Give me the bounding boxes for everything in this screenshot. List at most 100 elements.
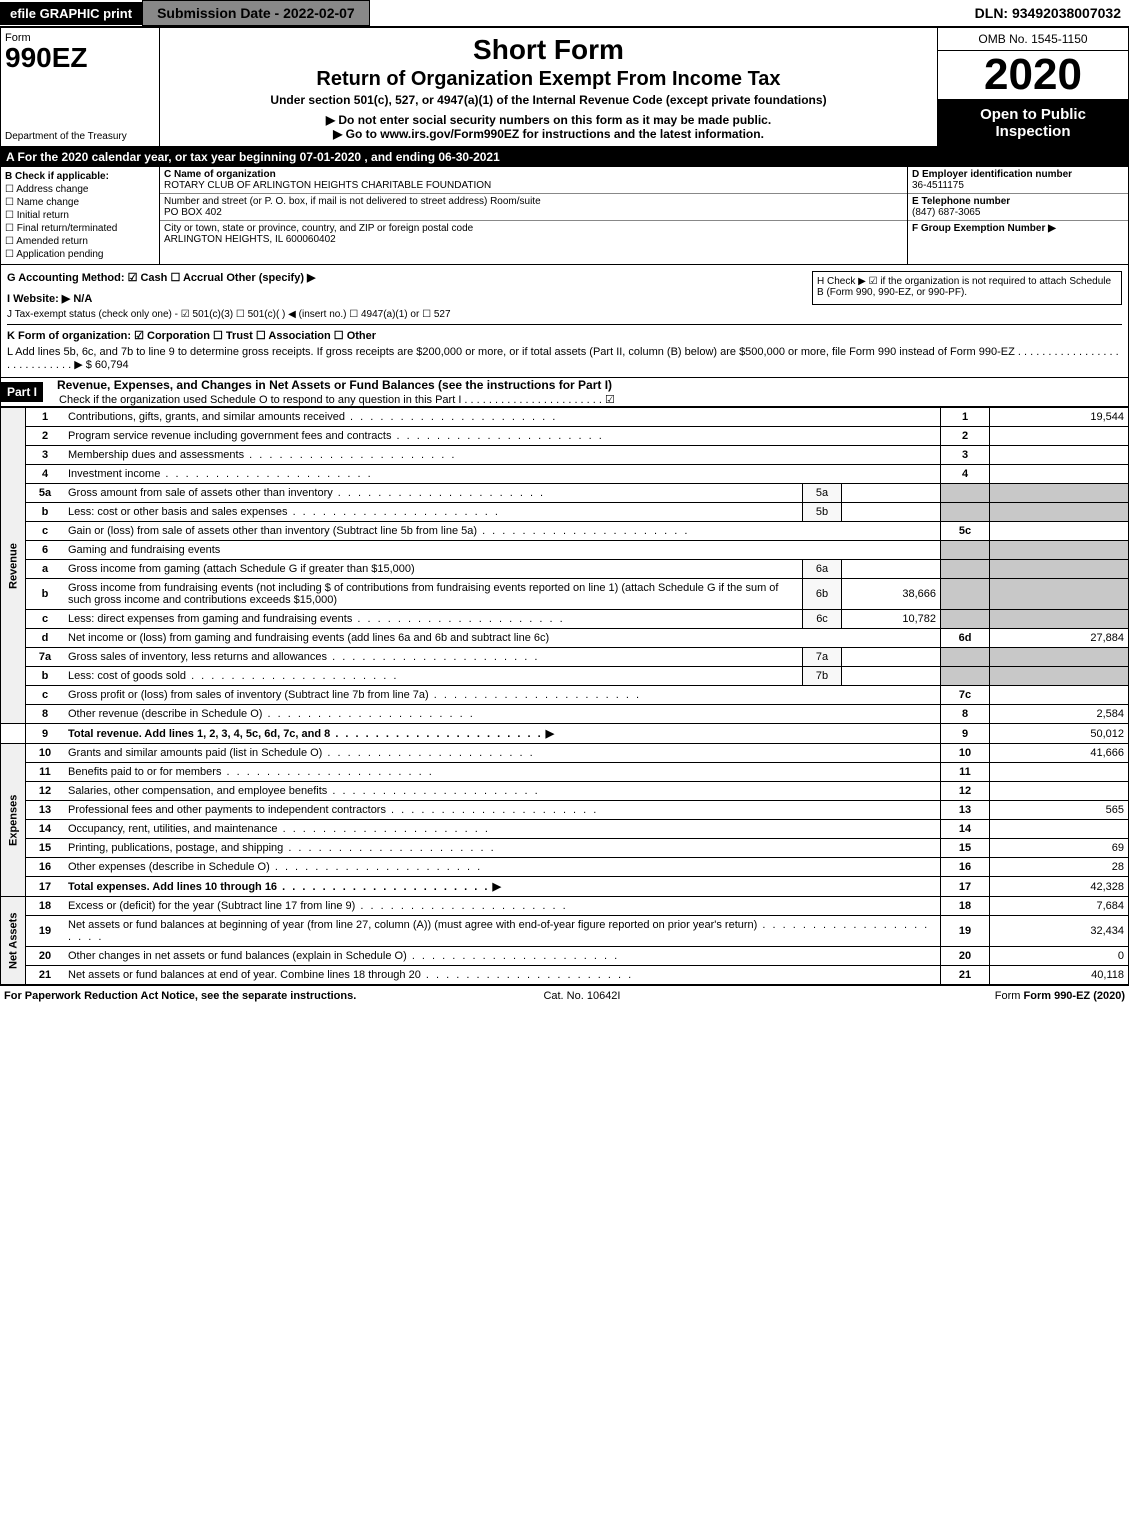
box-17: 17 [941,877,990,897]
box-d: D Employer identification number 36-4511… [907,167,1128,264]
desc-12: Salaries, other compensation, and employ… [68,785,327,797]
line-l: L Add lines 5b, 6c, and 7b to line 9 to … [7,346,1122,371]
ssn-warning: ▶ Do not enter social security numbers o… [168,113,929,127]
top-bar: efile GRAPHIC print Submission Date - 20… [0,0,1129,27]
box-20: 20 [941,947,990,966]
box-6d: 6d [941,629,990,648]
desc-3: Membership dues and assessments [68,449,244,461]
val-9: 50,012 [990,724,1129,744]
check-final-return[interactable]: ☐ Final return/terminated [5,223,155,234]
part-1-check: Check if the organization used Schedule … [51,394,615,406]
box-2: 2 [941,427,990,446]
val-17: 42,328 [990,877,1129,897]
box-8: 8 [941,705,990,724]
part-1-label: Part I [1,382,43,402]
val-8: 2,584 [990,705,1129,724]
box-5c: 5c [941,522,990,541]
org-city: ARLINGTON HEIGHTS, IL 600060402 [164,234,336,245]
box-16: 16 [941,858,990,877]
subval-5a [842,484,941,503]
val-13: 565 [990,801,1129,820]
form-number: 990EZ [5,44,155,72]
check-initial-return[interactable]: ☐ Initial return [5,210,155,221]
side-revenue: Revenue [1,408,26,724]
subval-7a [842,648,941,667]
group-exemption-label: F Group Exemption Number ▶ [912,223,1056,234]
sub-7a: 7a [803,648,842,667]
section-a-bar: A For the 2020 calendar year, or tax yea… [0,147,1129,167]
val-14 [990,820,1129,839]
desc-10: Grants and similar amounts paid (list in… [68,747,322,759]
check-address-change[interactable]: ☐ Address change [5,184,155,195]
dept-label: Department of the Treasury [5,131,155,142]
box-9: 9 [941,724,990,744]
header-right: OMB No. 1545-1150 2020 Open to Public In… [937,28,1128,146]
phone-label: E Telephone number [912,196,1010,207]
desc-2: Program service revenue including govern… [68,430,391,442]
goto-link[interactable]: ▶ Go to www.irs.gov/Form990EZ for instru… [168,127,929,141]
tax-year: 2020 [938,51,1128,100]
val-12 [990,782,1129,801]
subval-6c: 10,782 [842,610,941,629]
val-2 [990,427,1129,446]
line-g: G Accounting Method: ☑ Cash ☐ Accrual Ot… [7,271,812,284]
side-netassets: Net Assets [1,897,26,985]
desc-8: Other revenue (describe in Schedule O) [68,708,262,720]
desc-7c: Gross profit or (loss) from sales of inv… [68,689,429,701]
efile-print-button[interactable]: efile GRAPHIC print [0,2,142,25]
sub-6a: 6a [803,560,842,579]
val-3 [990,446,1129,465]
org-address: PO BOX 402 [164,207,222,218]
desc-5b: Less: cost or other basis and sales expe… [68,506,288,518]
val-7c [990,686,1129,705]
desc-4: Investment income [68,468,160,480]
box-b: B Check if applicable: ☐ Address change … [1,167,160,264]
box-10: 10 [941,744,990,763]
desc-14: Occupancy, rent, utilities, and maintena… [68,823,278,835]
box-19: 19 [941,916,990,947]
sub-5b: 5b [803,503,842,522]
desc-6a: Gross income from gaming (attach Schedul… [68,563,415,575]
desc-7b: Less: cost of goods sold [68,670,186,682]
footer-center: Cat. No. 10642I [543,990,620,1002]
omb-number: OMB No. 1545-1150 [938,28,1128,51]
desc-7a: Gross sales of inventory, less returns a… [68,651,327,663]
footer-left: For Paperwork Reduction Act Notice, see … [4,990,356,1002]
info-table: B Check if applicable: ☐ Address change … [0,167,1129,265]
dln: DLN: 93492038007032 [967,1,1129,25]
box-1: 1 [941,408,990,427]
line-j: J Tax-exempt status (check only one) - ☑… [7,309,1122,320]
desc-18: Excess or (deficit) for the year (Subtra… [68,900,355,912]
desc-16: Other expenses (describe in Schedule O) [68,861,270,873]
part-1-header: Part I Revenue, Expenses, and Changes in… [0,378,1129,407]
box-4: 4 [941,465,990,484]
desc-6d: Net income or (loss) from gaming and fun… [68,632,549,644]
desc-17: Total expenses. Add lines 10 through 16 [68,881,277,893]
header-center: Short Form Return of Organization Exempt… [160,28,937,146]
val-16: 28 [990,858,1129,877]
org-name: ROTARY CLUB OF ARLINGTON HEIGHTS CHARITA… [164,180,491,191]
desc-1: Contributions, gifts, grants, and simila… [68,411,345,423]
desc-5a: Gross amount from sale of assets other t… [68,487,333,499]
subval-5b [842,503,941,522]
box-3: 3 [941,446,990,465]
check-application-pending[interactable]: ☐ Application pending [5,249,155,260]
desc-9: Total revenue. Add lines 1, 2, 3, 4, 5c,… [68,728,330,740]
val-4 [990,465,1129,484]
sub-7b: 7b [803,667,842,686]
part-1-title: Revenue, Expenses, and Changes in Net As… [51,375,618,395]
val-15: 69 [990,839,1129,858]
submission-date: Submission Date - 2022-02-07 [142,0,370,26]
addr-label: Number and street (or P. O. box, if mail… [164,196,541,207]
page-footer: For Paperwork Reduction Act Notice, see … [0,985,1129,1006]
check-name-change[interactable]: ☐ Name change [5,197,155,208]
section-g-l: G Accounting Method: ☑ Cash ☐ Accrual Ot… [0,265,1129,378]
desc-13: Professional fees and other payments to … [68,804,386,816]
header-left: Form 990EZ Department of the Treasury [1,28,160,146]
desc-15: Printing, publications, postage, and shi… [68,842,283,854]
phone-value: (847) 687-3065 [912,207,980,218]
check-amended-return[interactable]: ☐ Amended return [5,236,155,247]
val-19: 32,434 [990,916,1129,947]
desc-5c: Gain or (loss) from sale of assets other… [68,525,477,537]
ein-value: 36-4511175 [912,180,964,191]
